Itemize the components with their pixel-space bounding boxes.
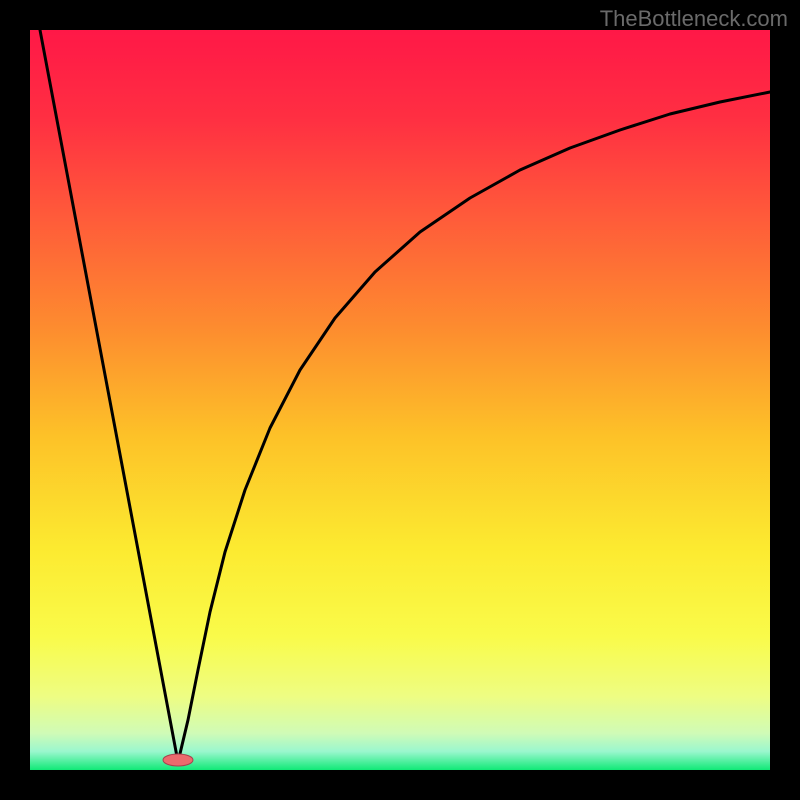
optimal-marker bbox=[163, 754, 193, 766]
chart-container: TheBottleneck.com bbox=[0, 0, 800, 800]
watermark-text: TheBottleneck.com bbox=[600, 6, 788, 32]
chart-svg bbox=[0, 0, 800, 800]
chart-plot-area bbox=[30, 30, 770, 770]
